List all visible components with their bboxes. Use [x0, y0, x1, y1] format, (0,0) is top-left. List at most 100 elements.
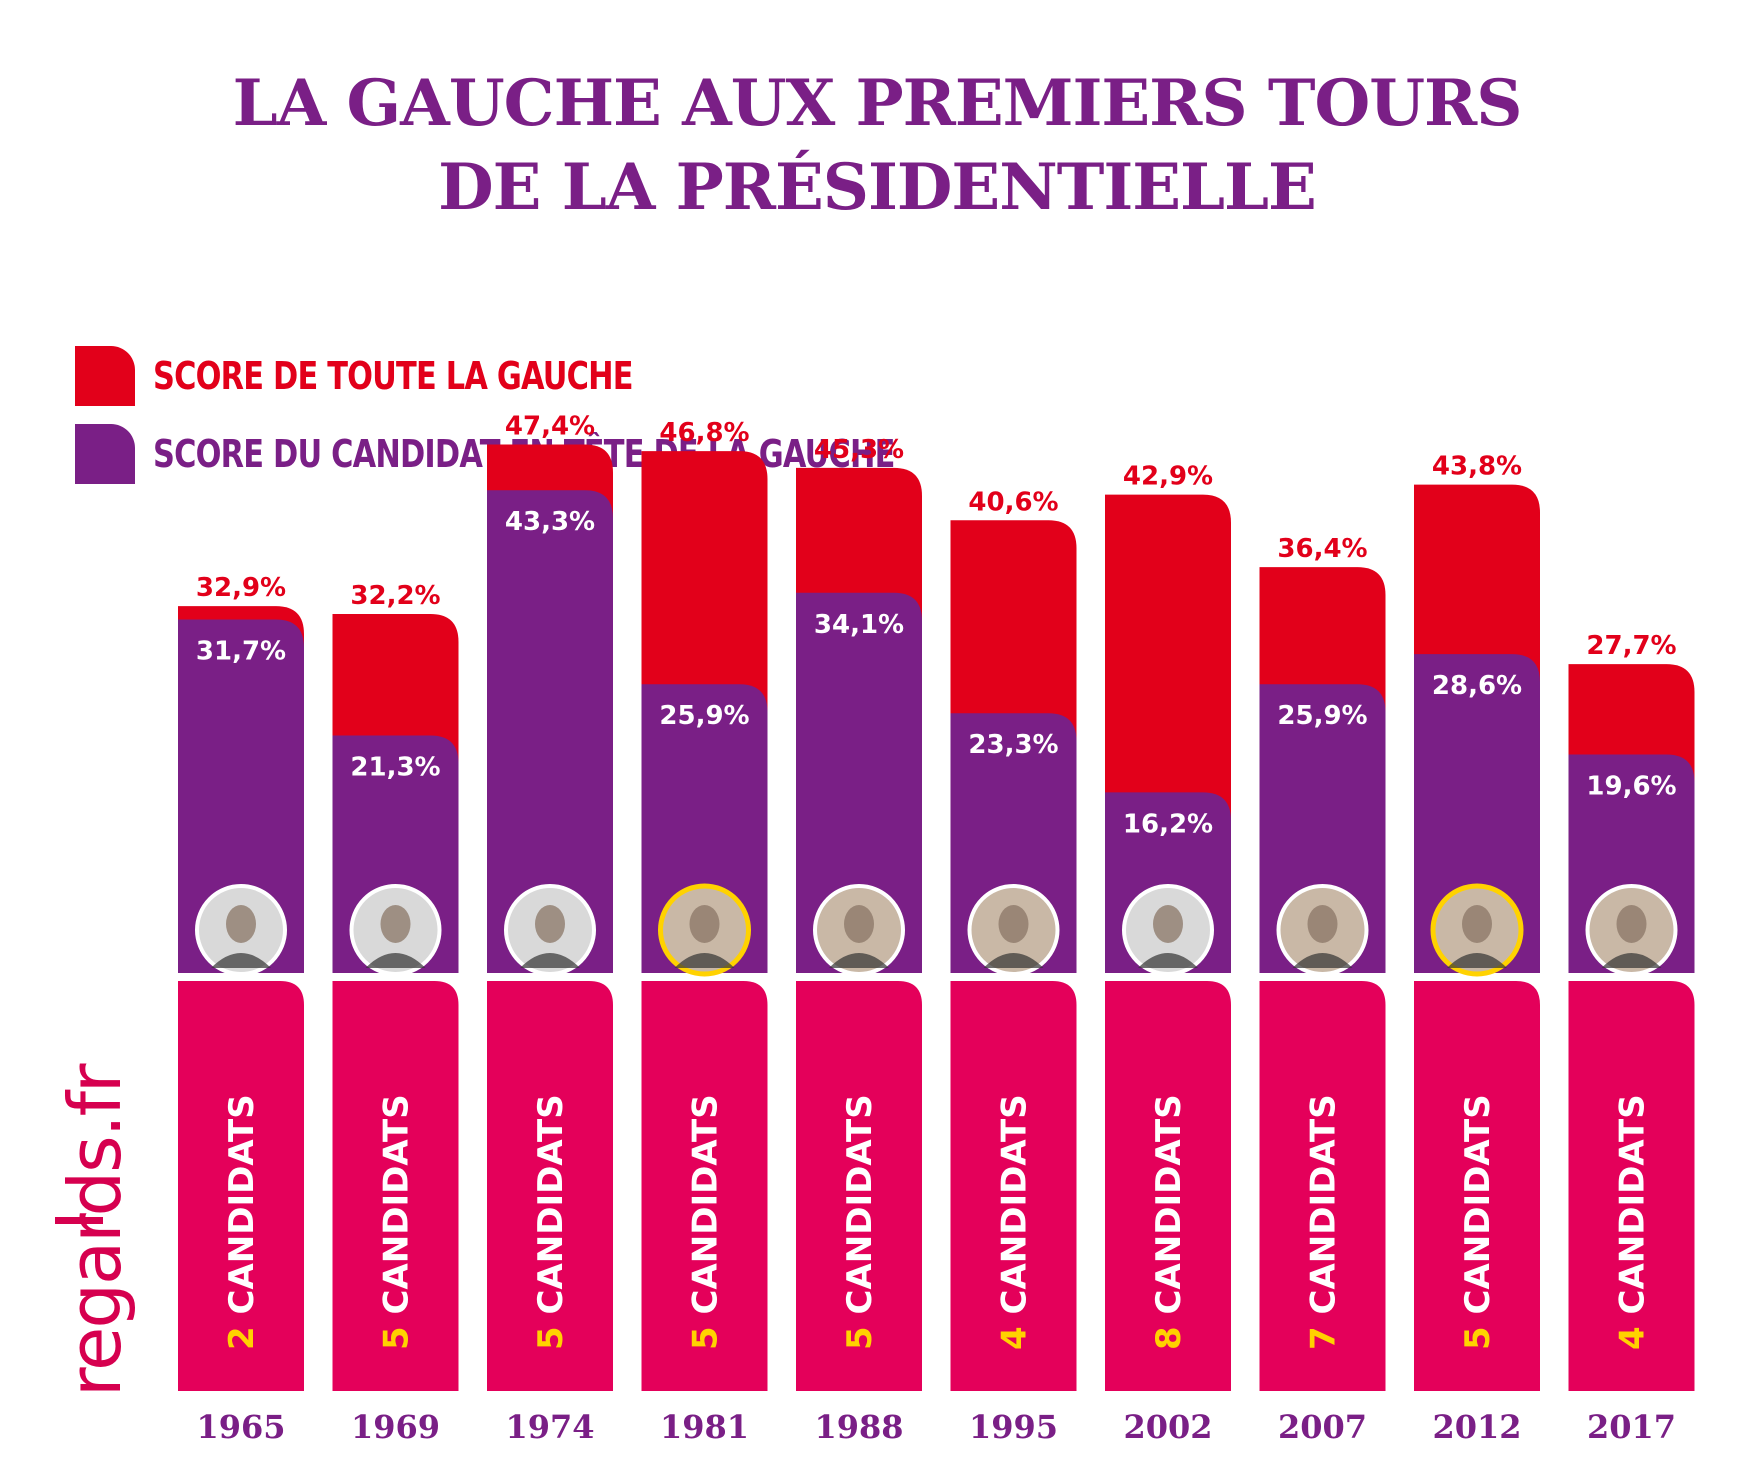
- candidate-count-word-2012: CANDIDATS: [1458, 1094, 1498, 1326]
- label-total-2012: 43,8%: [1432, 452, 1522, 482]
- candidate-count-2012: 5 CANDIDATS: [1458, 1094, 1498, 1350]
- candidate-photo-face-1981: [689, 905, 720, 943]
- candidate-photo-body-1969: [365, 953, 426, 968]
- candidate-count-1988: 5 CANDIDATS: [840, 1094, 880, 1350]
- label-leader-2007: 25,9%: [1277, 701, 1367, 731]
- candidate-count-number-2007: 7: [1304, 1326, 1344, 1350]
- candidate-count-word-1995: CANDIDATS: [995, 1094, 1035, 1326]
- year-label-2012: 2012: [1432, 1408, 1521, 1446]
- brand-logo: regards.fr: [53, 1040, 137, 1400]
- year-label-1988: 1988: [814, 1408, 903, 1446]
- candidate-count-1974: 5 CANDIDATS: [531, 1094, 571, 1350]
- bar-candidates-1974: [487, 981, 613, 1391]
- candidate-count-1969: 5 CANDIDATS: [377, 1094, 417, 1350]
- bar-leader-2012: [1414, 654, 1540, 973]
- brand-underline: [55, 1217, 103, 1224]
- year-label-1981: 1981: [660, 1408, 749, 1446]
- candidate-count-word-1981: CANDIDATS: [686, 1094, 726, 1326]
- bar-leader-1974: [487, 490, 613, 973]
- legend-swatch-total: [75, 346, 135, 406]
- candidate-photo-body-1965: [211, 953, 271, 968]
- candidate-photo-face-2007: [1307, 905, 1338, 943]
- label-leader-1974: 43,3%: [505, 507, 595, 537]
- candidate-photo-body-1981: [674, 953, 735, 968]
- candidate-count-word-2007: CANDIDATS: [1304, 1094, 1344, 1326]
- candidate-count-number-2002: 8: [1149, 1326, 1189, 1350]
- candidate-photo-face-1988: [844, 905, 874, 943]
- candidate-count-number-1981: 5: [686, 1326, 726, 1350]
- candidate-photo-face-2017: [1616, 905, 1647, 943]
- year-label-2002: 2002: [1123, 1408, 1212, 1446]
- candidate-count-number-1988: 5: [840, 1326, 880, 1350]
- bar-candidates-2007: [1259, 981, 1386, 1391]
- bar-leader-1965: [178, 619, 304, 973]
- candidate-count-word-1969: CANDIDATS: [377, 1094, 417, 1326]
- candidate-photo-body-2017: [1601, 953, 1662, 968]
- label-total-2017: 27,7%: [1586, 631, 1676, 661]
- candidate-count-word-2002: CANDIDATS: [1149, 1094, 1189, 1326]
- label-leader-2002: 16,2%: [1123, 809, 1213, 839]
- label-leader-2012: 28,6%: [1432, 671, 1522, 701]
- candidate-count-2017: 4 CANDIDATS: [1613, 1094, 1653, 1350]
- chart-title-line-1: LA GAUCHE AUX PREMIERS TOURS: [232, 66, 1523, 141]
- legend-label-total: SCORE DE TOUTE LA GAUCHE: [153, 354, 634, 398]
- label-total-1969: 32,2%: [350, 581, 440, 611]
- bar-candidates-1965: [178, 981, 304, 1391]
- brand-text: regards.fr: [53, 1065, 137, 1397]
- candidate-photo-body-1974: [520, 953, 580, 968]
- chart-title: LA GAUCHE AUX PREMIERS TOURS DE LA PRÉSI…: [0, 62, 1754, 230]
- candidate-count-number-1969: 5: [377, 1326, 417, 1350]
- candidate-photo-body-2012: [1447, 953, 1507, 968]
- candidate-count-word-1988: CANDIDATS: [840, 1094, 880, 1326]
- candidate-count-1995: 4 CANDIDATS: [995, 1094, 1035, 1350]
- candidate-count-word-1965: CANDIDATS: [222, 1094, 262, 1326]
- candidate-count-word-1974: CANDIDATS: [531, 1094, 571, 1326]
- year-label-1995: 1995: [969, 1408, 1058, 1446]
- bar-candidates-1981: [641, 981, 768, 1391]
- candidate-photo-face-1974: [535, 905, 565, 943]
- candidate-photo-body-2002: [1138, 953, 1198, 968]
- bar-candidates-2002: [1105, 981, 1231, 1391]
- label-total-2002: 42,9%: [1123, 462, 1213, 492]
- candidate-count-1981: 5 CANDIDATS: [686, 1094, 726, 1350]
- candidate-photo-body-1995: [983, 953, 1044, 968]
- candidate-photo-body-1988: [829, 953, 889, 968]
- year-label-1974: 1974: [505, 1408, 594, 1446]
- candidate-count-number-2012: 5: [1458, 1326, 1498, 1350]
- bar-candidates-1988: [796, 981, 922, 1391]
- candidate-count-number-1974: 5: [531, 1326, 571, 1350]
- candidate-photo-face-1995: [998, 905, 1029, 943]
- year-label-1969: 1969: [351, 1408, 440, 1446]
- label-total-1965: 32,9%: [196, 573, 286, 603]
- candidate-count-number-2017: 4: [1613, 1326, 1653, 1350]
- year-label-1965: 1965: [196, 1408, 285, 1446]
- candidate-photo-face-1965: [226, 905, 256, 943]
- candidate-photo-face-1969: [380, 905, 411, 943]
- candidate-count-number-1965: 2: [222, 1326, 262, 1350]
- chart-title-line-2: DE LA PRÉSIDENTIELLE: [438, 150, 1317, 225]
- bar-candidates-1995: [950, 981, 1077, 1391]
- year-label-2017: 2017: [1587, 1408, 1676, 1446]
- candidate-photo-body-2007: [1292, 953, 1353, 968]
- label-leader-1965: 31,7%: [196, 637, 286, 667]
- label-leader-1969: 21,3%: [350, 753, 440, 783]
- legend-swatch-leader: [75, 424, 135, 484]
- candidate-count-word-2017: CANDIDATS: [1613, 1094, 1653, 1326]
- candidate-photo-face-2012: [1462, 905, 1492, 943]
- candidate-count-2002: 8 CANDIDATS: [1149, 1094, 1189, 1350]
- candidate-count-number-1995: 4: [995, 1326, 1035, 1350]
- label-total-1995: 40,6%: [968, 487, 1058, 517]
- label-total-1981: 46,8%: [659, 418, 749, 448]
- label-total-2007: 36,4%: [1277, 534, 1367, 564]
- label-leader-2017: 19,6%: [1586, 771, 1676, 801]
- candidate-count-2007: 7 CANDIDATS: [1304, 1094, 1344, 1350]
- bar-candidates-1969: [332, 981, 459, 1391]
- label-total-1974: 47,4%: [505, 411, 595, 441]
- candidate-photo-face-2002: [1153, 905, 1183, 943]
- year-label-2007: 2007: [1278, 1408, 1367, 1446]
- bar-candidates-2017: [1568, 981, 1695, 1391]
- label-leader-1981: 25,9%: [659, 701, 749, 731]
- label-leader-1995: 23,3%: [968, 730, 1058, 760]
- bar-leader-1988: [796, 592, 922, 973]
